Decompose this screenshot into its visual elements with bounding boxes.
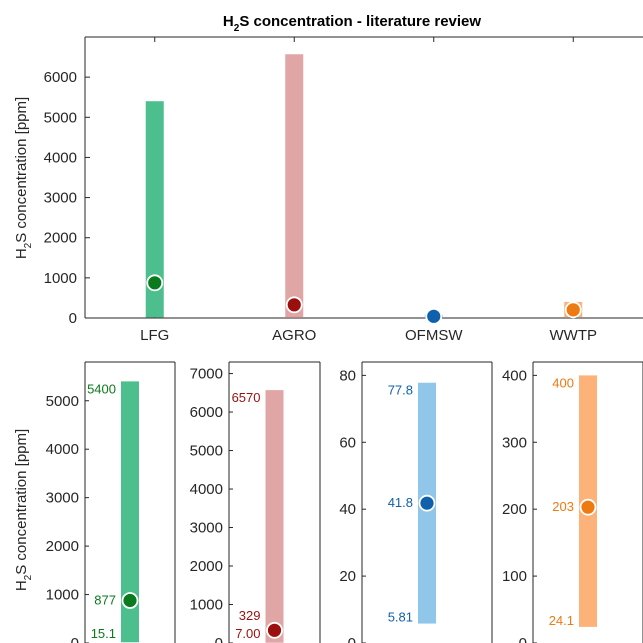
top-y-tick-label: 4000 bbox=[44, 149, 77, 166]
panel-median-label: 41.8 bbox=[388, 495, 413, 510]
panel-median-label: 329 bbox=[239, 608, 261, 623]
top-bar-agro bbox=[285, 54, 304, 318]
panel-y-tick-label: 100 bbox=[502, 568, 527, 585]
top-median-dot-lfg bbox=[146, 274, 164, 292]
top-x-category-label: LFG bbox=[140, 327, 169, 344]
panel-y-tick-label: 0 bbox=[71, 635, 79, 643]
panel-y-tick-label: 3000 bbox=[190, 520, 223, 537]
panel-median-label: 203 bbox=[552, 499, 574, 514]
panel-lfg: 0 1000 2000 3000 4000 5000 5400 877 15.1 bbox=[46, 361, 176, 643]
panel-median-dot-agro bbox=[266, 621, 283, 639]
top-x-category-label: WWTP bbox=[550, 327, 597, 344]
panel-y-tick-label: 20 bbox=[339, 568, 356, 585]
top-median-dot-ofmsw bbox=[425, 307, 443, 325]
top-y-tick-label: 0 bbox=[69, 310, 77, 327]
panel-median-dot-lfg bbox=[121, 592, 139, 609]
panel-max-label: 5400 bbox=[87, 381, 116, 396]
top-x-category-label: OFMSW bbox=[405, 327, 463, 344]
panel-min-label: 15.1 bbox=[91, 626, 116, 641]
panel-y-tick-label: 0 bbox=[215, 635, 223, 643]
panel-y-tick-label: 80 bbox=[339, 367, 356, 384]
top-y-tick-label: 2000 bbox=[44, 230, 77, 247]
top-y-tick-label: 6000 bbox=[44, 69, 77, 86]
top-y-tick-label: 3000 bbox=[44, 190, 77, 207]
top-median-dot-wwtp bbox=[564, 301, 582, 319]
bottom-y-axis-label: H2S concentration [ppm] bbox=[13, 429, 34, 591]
top-bar-lfg bbox=[145, 101, 164, 318]
panel-bar-agro bbox=[265, 390, 284, 643]
panel-median-dot-wwtp bbox=[579, 498, 597, 516]
top-chart: 0 1000 2000 3000 4000 5000 6000 LFG AGRO OFMSW WWT… bbox=[44, 36, 643, 344]
top-y-axis-label: H2S concentration [ppm] bbox=[13, 97, 34, 259]
panel-y-tick-label: 5000 bbox=[46, 393, 79, 410]
panel-y-tick-label: 5000 bbox=[190, 443, 223, 460]
panel-y-tick-label: 2000 bbox=[190, 558, 223, 575]
panel-y-tick-label: 1000 bbox=[46, 587, 79, 604]
panel-y-tick-label: 300 bbox=[502, 434, 527, 451]
top-y-tick-label: 5000 bbox=[44, 109, 77, 126]
panel-y-tick-label: 4000 bbox=[46, 441, 79, 458]
panel-y-tick-label: 0 bbox=[348, 635, 356, 643]
panel-y-tick-label: 0 bbox=[519, 635, 527, 643]
top-x-category-label: AGRO bbox=[272, 327, 316, 344]
panel-y-tick-label: 40 bbox=[339, 501, 356, 518]
top-y-tick-label: 1000 bbox=[44, 270, 77, 287]
panel-median-label: 877 bbox=[94, 593, 116, 608]
bottom-panels: 010002000300040005000540087715.101000200… bbox=[46, 361, 643, 643]
top-median-dot-agro bbox=[285, 296, 303, 314]
panel-max-label: 77.8 bbox=[388, 383, 413, 398]
panel-bar-lfg bbox=[121, 381, 139, 643]
panel-y-tick-label: 7000 bbox=[190, 366, 223, 383]
panel-min-label: 7.00 bbox=[235, 626, 260, 641]
panel-y-tick-label: 4000 bbox=[190, 481, 223, 498]
panel-wwtp: 0 100 200 300 400 400 203 24.1 bbox=[502, 361, 643, 643]
panel-y-tick-label: 6000 bbox=[190, 404, 223, 421]
panel-min-label: 5.81 bbox=[388, 610, 413, 625]
panel-y-tick-label: 60 bbox=[339, 434, 356, 451]
panel-y-tick-label: 400 bbox=[502, 367, 527, 384]
panel-ofmsw: 0 20 40 60 80 77.8 41.8 5.81 bbox=[339, 361, 493, 643]
panel-y-tick-label: 1000 bbox=[190, 597, 223, 614]
panel-y-tick-label: 3000 bbox=[46, 490, 79, 507]
panel-max-label: 6570 bbox=[232, 390, 261, 405]
panel-min-label: 24.1 bbox=[549, 613, 574, 628]
panel-agro: 0 1000 2000 3000 4000 5000 6000 7000 6570 329 7.00 bbox=[190, 361, 321, 643]
panel-max-label: 400 bbox=[552, 375, 574, 390]
panel-y-tick-label: 2000 bbox=[46, 538, 79, 555]
chart-title: H2S concentration - literature review bbox=[223, 13, 481, 34]
panel-y-tick-label: 200 bbox=[502, 501, 527, 518]
panel-median-dot-ofmsw bbox=[418, 494, 436, 512]
